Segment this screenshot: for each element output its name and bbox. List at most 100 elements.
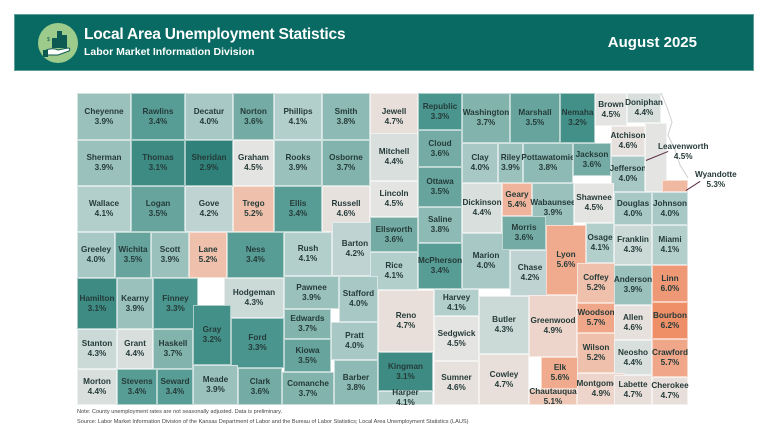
county-rate: 4.9%	[591, 389, 611, 398]
county-rate: 3.8%	[336, 116, 356, 126]
county-name: Greeley	[80, 245, 112, 254]
county-rate: 4.3%	[623, 245, 643, 254]
county-stanton: Stanton 4.3%	[77, 329, 117, 369]
county-kiowa: Kiowa 3.5%	[284, 339, 331, 372]
county-name: Reno	[395, 311, 417, 320]
county-name: Butler	[492, 315, 516, 324]
county-rate: 3.9%	[94, 163, 114, 172]
county-name: Barber	[342, 372, 370, 382]
county-rawlins: Rawlins 3.4%	[131, 93, 185, 140]
county-name: Rawlins	[142, 106, 174, 116]
county-name: Wallace	[88, 199, 120, 208]
county-rate: 4.3%	[494, 325, 514, 334]
county-name: Woodson	[577, 308, 615, 317]
county-name: Harper	[392, 388, 419, 397]
county-chase: Chase 4.2%	[510, 250, 550, 296]
county-name: Osage	[587, 233, 613, 242]
county-name: Lincoln	[379, 189, 409, 198]
county-name: Morris	[511, 223, 537, 232]
county-rate: 4.2%	[520, 273, 540, 282]
county-pawnee: Pawnee 3.9%	[284, 276, 339, 309]
county-name: Sumner	[441, 373, 472, 382]
county-name: Miami	[658, 235, 682, 244]
county-name: Ford	[248, 333, 267, 342]
county-sherman: Sherman 3.9%	[77, 140, 131, 186]
hand-holding-buildings-icon: $	[38, 23, 78, 63]
county-marshall: Marshall 3.5%	[510, 93, 560, 143]
county-rate: 4.5%	[584, 203, 604, 212]
county-morton: Morton 4.4%	[77, 369, 117, 405]
county-rate: 4.4%	[623, 357, 643, 367]
county-name: Wabaunsee	[530, 198, 576, 207]
county-name: Neosho	[617, 347, 649, 357]
county-rate: 4.0%	[476, 261, 496, 270]
county-name: Ness	[245, 245, 266, 254]
county-rate: 4.2%	[199, 209, 219, 218]
county-name: Russell	[331, 199, 361, 208]
county-name: Republic	[422, 101, 458, 111]
county-rate: 5.6%	[556, 260, 576, 269]
county-rate: 3.7%	[476, 118, 496, 127]
county-name: Linn	[661, 273, 679, 283]
county-rush: Rush 4.1%	[284, 232, 332, 276]
county-rate: 3.4%	[246, 255, 265, 264]
county-name: Cherokee	[651, 381, 689, 390]
county-sheridan: Sheridan 2.9%	[185, 140, 233, 186]
county-name: Cowley	[489, 369, 519, 379]
county-nemaha: Nemaha 3.2%	[560, 93, 595, 143]
county-gray: Gray 3.2%	[193, 305, 231, 365]
footer-source: Source: Labor Market Information Divisio…	[77, 419, 469, 425]
county-name: Crawford	[652, 348, 688, 357]
county-rate: 3.9%	[288, 163, 308, 172]
county-rate: 5.4%	[507, 199, 527, 209]
county-rate: 3.3%	[248, 343, 267, 352]
county-name: Cloud	[428, 138, 452, 148]
county-name: Morton	[83, 377, 111, 386]
county-stevens: Stevens 3.4%	[117, 369, 157, 405]
county-cloud: Cloud 3.6%	[418, 130, 462, 167]
county-ness: Ness 3.4%	[227, 232, 284, 278]
county-name: Stafford	[342, 289, 375, 298]
county-atchison: Atchison 4.6%	[610, 126, 646, 156]
county-harper: Harper 4.1%	[378, 388, 433, 407]
county-greeley: Greeley 4.0%	[77, 232, 115, 278]
county-name: Rush	[297, 244, 319, 253]
county-name: Clay	[471, 153, 489, 162]
county-rate: 3.2%	[568, 118, 587, 127]
county-name: Decatur	[193, 106, 225, 116]
county-ellis: Ellis 3.4%	[274, 186, 322, 232]
county-gove: Gove 4.2%	[185, 186, 233, 232]
county-rate: 6.0%	[660, 283, 680, 293]
county-geary: Geary 5.4%	[502, 183, 532, 216]
county-name: Douglas	[616, 198, 650, 208]
county-wilson: Wilson 5.2%	[577, 333, 615, 373]
county-mcpherson: McPherson 3.4%	[418, 243, 462, 289]
county-bourbon: Bourbon 6.2%	[652, 302, 688, 339]
county-clay: Clay 4.0%	[462, 143, 498, 183]
county-wichita: Wichita 3.5%	[115, 232, 151, 278]
county-rate: 3.9%	[501, 163, 520, 172]
county-name: Jefferson	[609, 164, 647, 173]
period-label: August 2025	[607, 34, 697, 51]
county-rate: 3.4%	[430, 266, 450, 275]
county-kingman: Kingman 3.1%	[378, 352, 433, 391]
county-kearny: Kearny 3.9%	[117, 278, 153, 329]
county-rate: 4.5%	[673, 152, 693, 161]
county-name: Atchison	[610, 131, 646, 140]
svg-text:$: $	[47, 37, 50, 43]
county-rate: 4.5%	[384, 199, 404, 208]
county-rate: 3.8%	[538, 163, 558, 172]
county-rate: 5.2%	[244, 209, 263, 218]
county-rate: 3.3%	[430, 111, 450, 121]
callout-leavenworth: Leavenworth 4.5%	[658, 142, 709, 162]
county-smith: Smith 3.8%	[322, 93, 370, 140]
county-neosho: Neosho 4.4%	[614, 340, 652, 375]
county-rate: 3.7%	[336, 163, 356, 172]
county-edwards: Edwards 3.7%	[284, 309, 331, 339]
county-name: Sedgwick	[437, 328, 476, 338]
county-name: Lyon	[556, 250, 576, 259]
county-osborne: Osborne 3.7%	[322, 140, 370, 186]
county-lincoln: Lincoln 4.5%	[370, 181, 418, 217]
county-name: Chase	[517, 263, 543, 272]
